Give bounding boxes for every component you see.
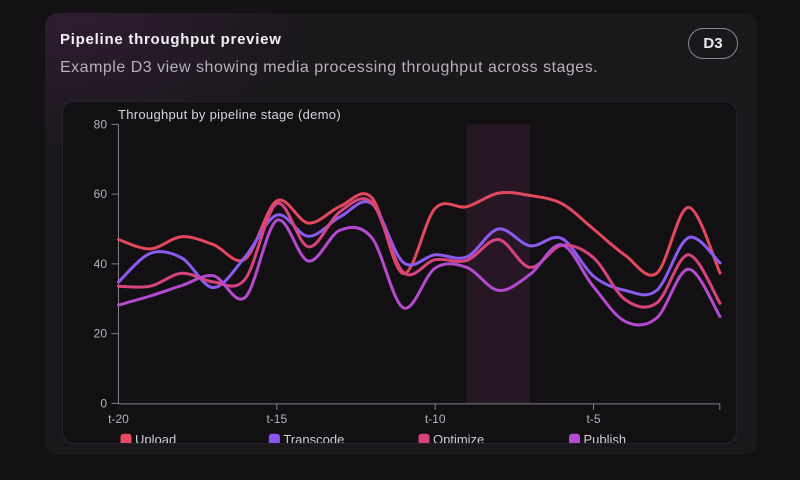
svg-text:20: 20 <box>94 327 108 341</box>
svg-text:t-20: t-20 <box>108 412 129 426</box>
svg-text:60: 60 <box>94 187 108 201</box>
svg-text:Transcode: Transcode <box>283 432 344 444</box>
svg-text:t-10: t-10 <box>425 412 446 426</box>
svg-text:40: 40 <box>94 257 108 271</box>
svg-text:0: 0 <box>100 396 107 410</box>
svg-text:Throughput by pipeline stage (: Throughput by pipeline stage (demo) <box>118 107 341 122</box>
svg-text:Optimize: Optimize <box>433 432 484 444</box>
svg-text:t-15: t-15 <box>266 412 287 426</box>
svg-text:t-5: t-5 <box>586 412 600 426</box>
svg-text:80: 80 <box>94 117 108 131</box>
svg-text:Upload: Upload <box>135 432 176 444</box>
svg-text:Publish: Publish <box>584 432 627 444</box>
